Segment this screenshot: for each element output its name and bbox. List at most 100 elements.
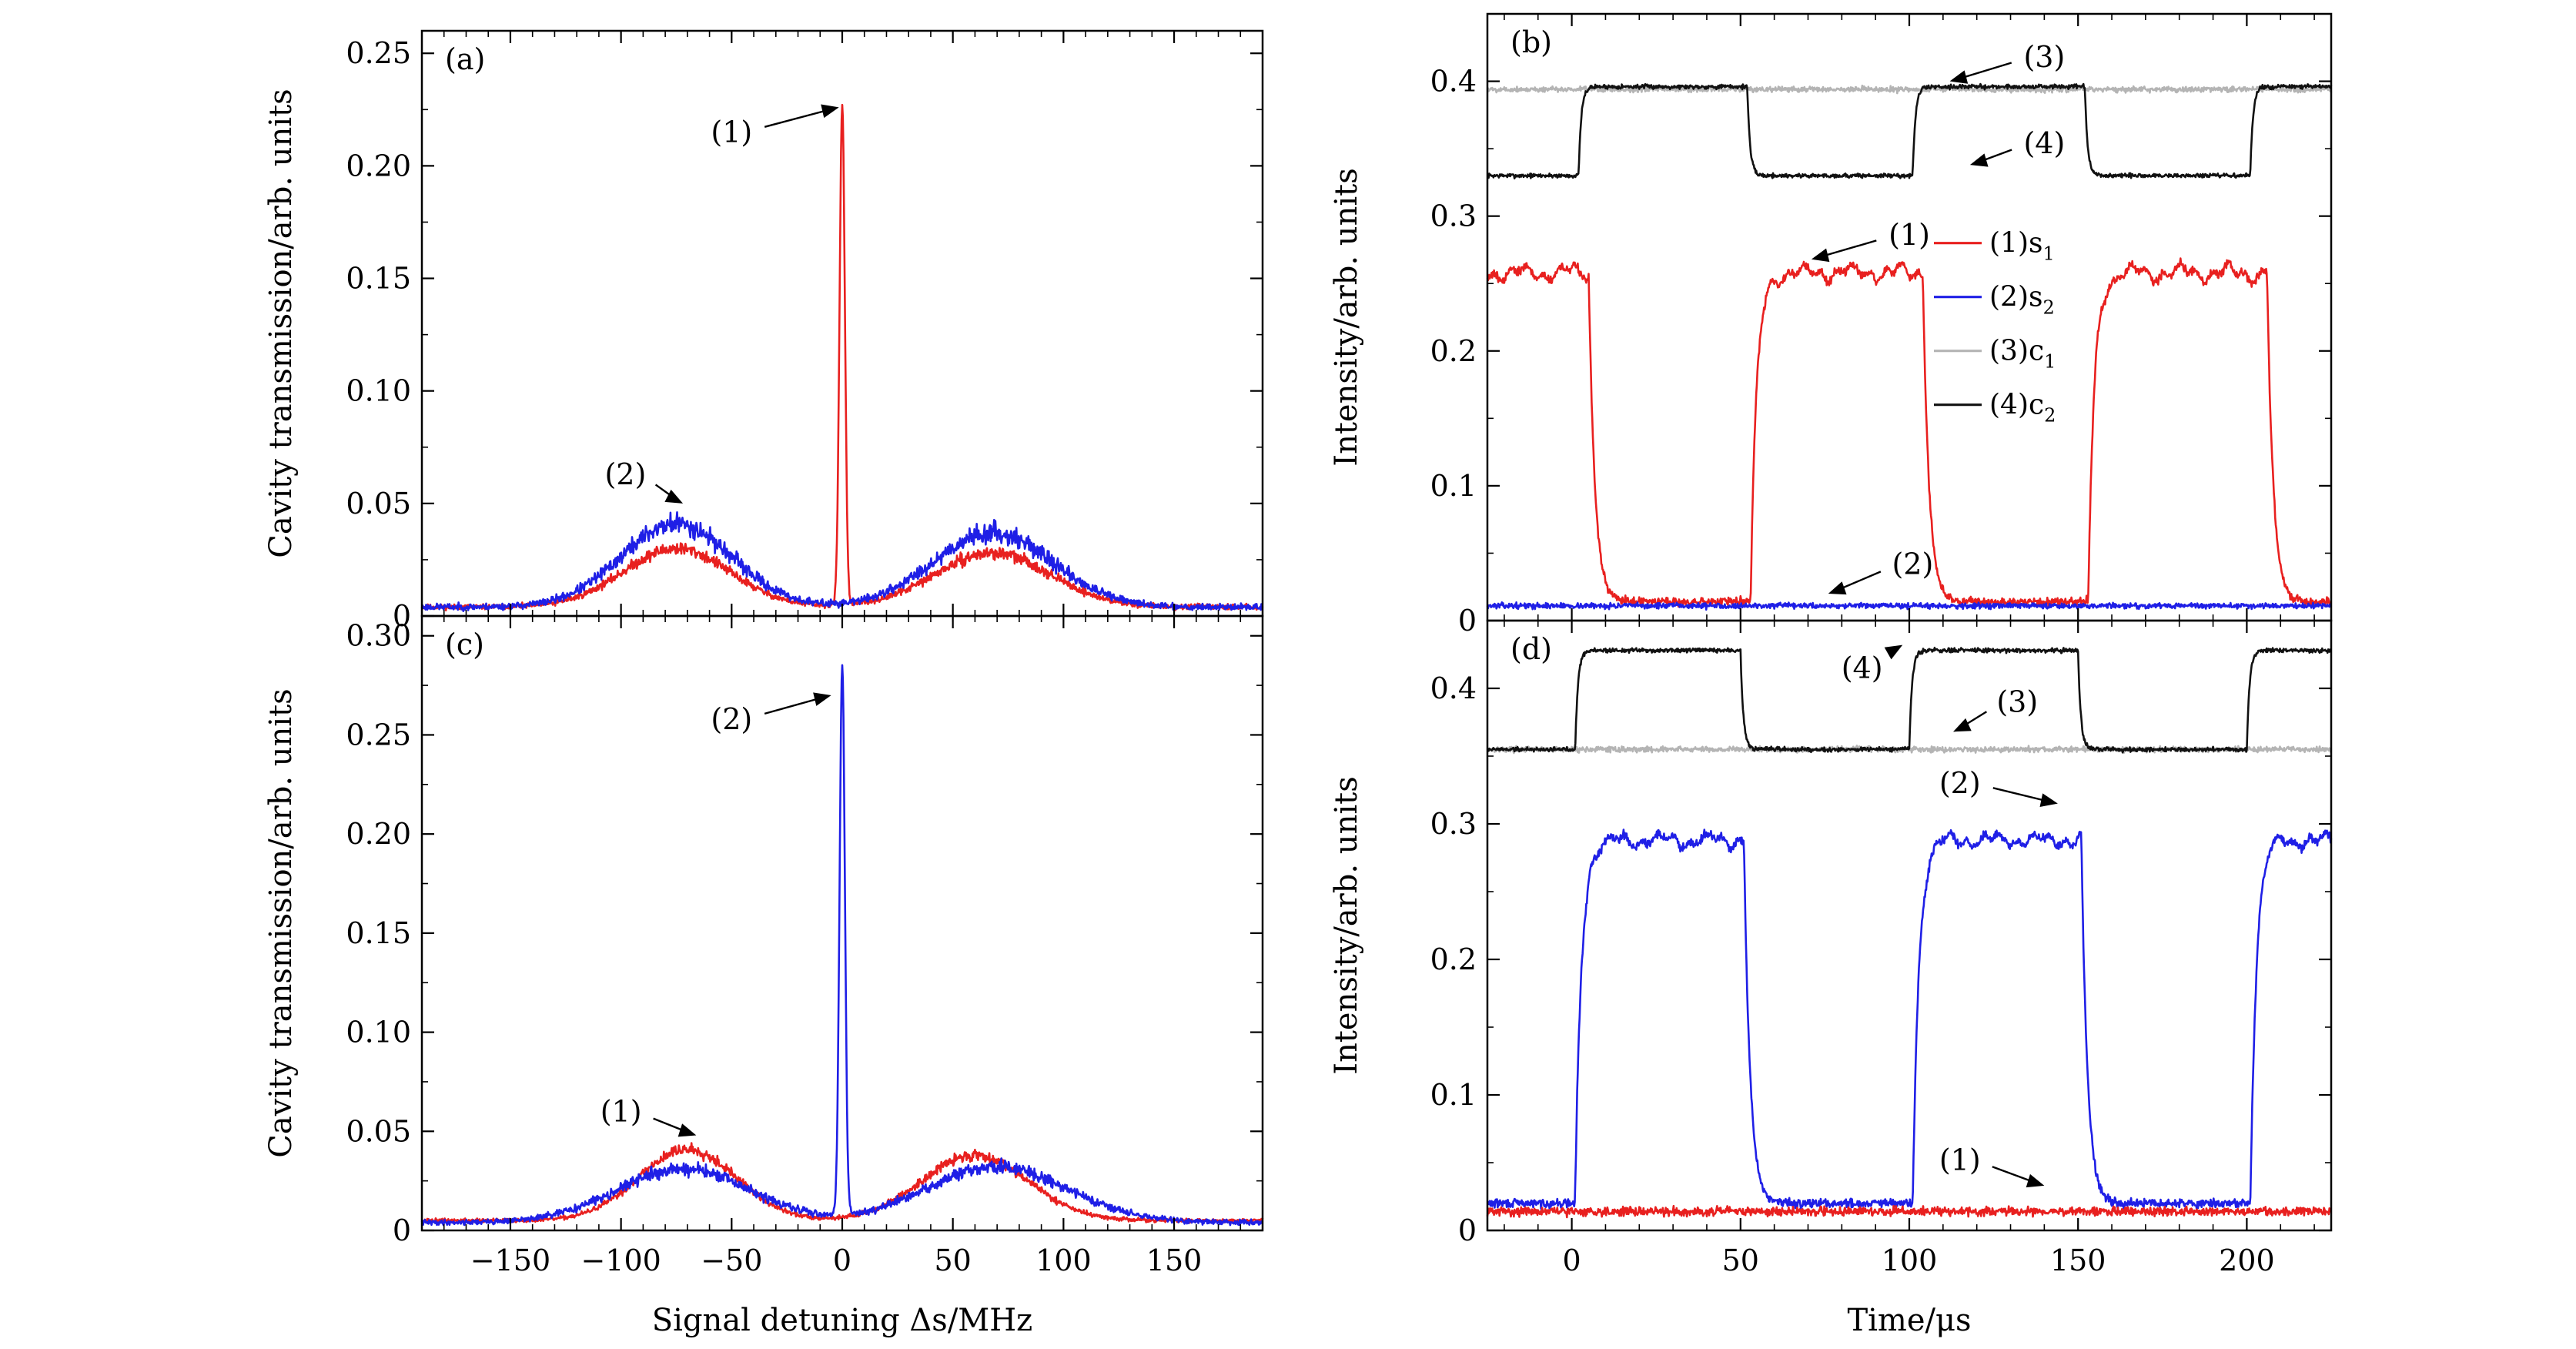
y-tick-label: 0	[393, 599, 411, 633]
legend-entry: (4)c2	[1989, 390, 2056, 427]
annotation-label: (4)	[2023, 126, 2065, 160]
y-tick-label: 0.3	[1430, 199, 1477, 233]
annotation-arrowhead	[664, 489, 684, 504]
legend-label: (3)c	[1989, 336, 2044, 367]
y-tick-label: 0.15	[346, 916, 411, 950]
x-tick-label: −150	[470, 1244, 550, 1277]
y-tick-label: 0	[1458, 1213, 1477, 1247]
y-tick-label: 0.10	[346, 374, 411, 408]
series-line-b-1s1	[1486, 257, 2333, 608]
y-tick-label: 0.20	[346, 149, 411, 182]
y-tick-label: 0.25	[346, 718, 411, 751]
annotation-label: (1)	[1939, 1143, 1981, 1177]
legend-label: (2)s	[1989, 282, 2042, 313]
y-tick-label: 0.05	[346, 1114, 411, 1148]
y-tick-label: 0.10	[346, 1016, 411, 1049]
x-tick-label: 150	[2050, 1244, 2106, 1277]
panel-d-chart: 0 50 100 150 200 0 0.1 0.2 0.3 0.4 Intensity/arb. …	[1329, 619, 2333, 1338]
panel-a-chart: 0 0.05 0.10 0.15 0.20 0.25 Cavity transmission…	[263, 29, 1264, 633]
annotation-arrowhead	[2026, 1173, 2045, 1188]
legend-label: (1)s	[1989, 228, 2042, 259]
x-tick-label: 100	[1882, 1244, 1938, 1277]
panel-b-chart: 0 0.1 0.2 0.3 0.4 Intensity/arb. units (b) (3) (…	[1329, 12, 2333, 638]
y-axis-title: Intensity/arb. units	[1329, 776, 1364, 1074]
panel-c-chart: −150 −100 −50 0 50 100 150 0 0.05 0.10 0.15 0.20 0.2…	[263, 614, 1264, 1338]
annotation-arrowhead	[2039, 793, 2058, 807]
panel-label: (b)	[1510, 25, 1552, 59]
x-tick-label: 0	[833, 1244, 851, 1277]
x-tick-label: 50	[1722, 1244, 1759, 1277]
y-axis-title: Cavity transmission/arb. units	[263, 688, 299, 1157]
legend-subscript: 2	[2044, 405, 2056, 427]
annotation-arrowhead	[1952, 718, 1972, 732]
annotation-arrowhead	[1949, 70, 1969, 84]
y-tick-label: 0.2	[1430, 942, 1477, 976]
series-line-c-blue	[420, 664, 1264, 1227]
annotation-label: (3)	[1996, 685, 2038, 719]
panel-label: (d)	[1510, 632, 1552, 666]
y-axis-title: Cavity transmission/arb. units	[263, 89, 299, 557]
annotation-label: (2)	[711, 702, 752, 736]
plot-frame-d	[1486, 619, 2333, 1232]
x-tick-label: −50	[701, 1244, 762, 1277]
plot-frame-c	[420, 614, 1264, 1232]
y-axis-title: Intensity/arb. units	[1329, 168, 1364, 466]
legend-subscript: 1	[2042, 243, 2054, 265]
annotation-arrowhead	[1811, 248, 1830, 263]
series-line-d-4c2	[1487, 646, 2332, 754]
y-tick-label: 0.4	[1430, 65, 1477, 99]
annotation-arrowhead	[677, 1123, 697, 1137]
legend-subscript: 2	[2042, 297, 2054, 319]
panel-label: (a)	[445, 42, 485, 76]
y-tick-label: 0	[393, 1213, 411, 1247]
annotation-label: (4)	[1842, 651, 1883, 685]
annotation-label: (1)	[1889, 218, 1930, 252]
y-tick-label: 0	[1458, 604, 1477, 638]
y-tick-label: 0.30	[346, 619, 411, 653]
annotation-arrowhead	[821, 104, 839, 119]
legend-label: (4)c	[1989, 390, 2044, 421]
y-tick-label: 0.2	[1430, 334, 1477, 368]
annotation-label: (2)	[604, 457, 646, 491]
annotation-arrowhead	[813, 692, 831, 706]
y-tick-label: 0.1	[1430, 1078, 1477, 1112]
annotation-label: (2)	[1939, 766, 1981, 800]
annotation-label: (1)	[711, 115, 752, 149]
legend-subscript: 1	[2044, 351, 2056, 373]
annotation-arrowhead	[1828, 581, 1847, 595]
series-line-b-4c2	[1487, 82, 2333, 179]
y-tick-label: 0.4	[1430, 671, 1477, 705]
series-line-d-2s2	[1487, 828, 2333, 1210]
y-tick-label: 0.20	[346, 817, 411, 851]
y-tick-label: 0.25	[346, 36, 411, 70]
panel-label: (c)	[445, 628, 484, 661]
y-tick-label: 0.1	[1430, 469, 1477, 503]
x-tick-label: 0	[1563, 1244, 1581, 1277]
annotation-label: (1)	[601, 1095, 642, 1129]
series-line-b-2s2	[1486, 601, 2332, 611]
series-line-c-red	[420, 1142, 1264, 1224]
x-axis-title: Signal detuning Δs/MHz	[652, 1303, 1032, 1338]
x-tick-label: 50	[935, 1244, 972, 1277]
y-tick-label: 0.15	[346, 262, 411, 296]
series-line-a-blue	[420, 510, 1264, 613]
legend-entry: (2)s2	[1989, 282, 2055, 319]
x-tick-label: 150	[1146, 1244, 1203, 1277]
x-axis-title: Time/μs	[1847, 1303, 1971, 1338]
annotation-label: (2)	[1892, 547, 1933, 581]
x-tick-label: −100	[580, 1244, 661, 1277]
annotation-arrowhead	[1969, 153, 1989, 167]
legend-entry: (3)c1	[1989, 336, 2056, 373]
series-line-d-1s1	[1486, 1204, 2332, 1219]
y-tick-label: 0.05	[346, 487, 411, 521]
series-line-b-3c1	[1486, 84, 2333, 95]
annotation-label: (3)	[2023, 40, 2065, 74]
annotation-arrowhead	[1884, 644, 1903, 660]
x-tick-label: 100	[1035, 1244, 1092, 1277]
y-tick-label: 0.3	[1430, 807, 1477, 841]
series-line-a-red	[420, 103, 1264, 612]
plot-frame-b	[1486, 12, 2333, 622]
x-tick-label: 200	[2219, 1244, 2275, 1277]
legend-entry: (1)s1	[1989, 228, 2055, 265]
